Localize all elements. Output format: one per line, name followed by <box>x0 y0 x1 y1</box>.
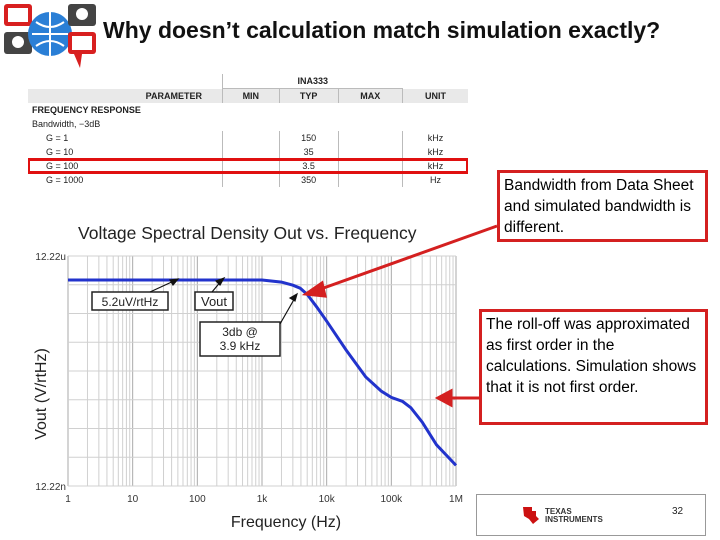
y-axis-label: Vout (V/rtHz) <box>33 348 50 440</box>
datasheet-table: INA333 PARAMETER MIN TYP MAX UNIT FREQUE… <box>28 74 468 214</box>
annotation-line: 3db @ <box>222 325 258 339</box>
subsection-label: Bandwidth, −3dB <box>32 119 101 129</box>
slide-title: Why doesn’t calculation match simulation… <box>103 17 661 43</box>
row-unit: kHz <box>401 145 468 159</box>
row-param: G = 100 <box>46 161 79 171</box>
chart-ticks: 1 10 100 1k 10k 100k 1M 12.22u 12.22n <box>35 252 463 505</box>
ti-logo-icon <box>523 507 539 524</box>
company-name: TEXAS INSTRUMENTS <box>545 508 603 524</box>
annotation-line: 3.9 kHz <box>220 339 261 353</box>
x-tick-label: 1 <box>65 494 71 505</box>
training-logo-icon <box>4 4 96 68</box>
annotation-box <box>194 291 234 311</box>
annotation-3db: 3db @3.9 kHz <box>220 325 261 353</box>
row-unit: kHz <box>401 131 468 145</box>
row-param: G = 10 <box>46 147 74 157</box>
bandwidth-callout: Bandwidth from Data Sheet and simulated … <box>497 170 708 242</box>
row-unit: Hz <box>401 173 468 187</box>
row-param: G = 1 <box>46 133 69 143</box>
annotation-box <box>91 291 169 311</box>
x-tick-label: 10k <box>319 494 336 505</box>
annotation-magnitude: 5.2uV/rtHz <box>102 295 159 309</box>
row-unit: kHz <box>401 159 468 173</box>
table-row: G = 1 150 kHz <box>28 131 468 145</box>
col-max: MAX <box>337 88 403 103</box>
company-line1: TEXAS <box>545 507 572 516</box>
col-unit: UNIT <box>401 88 468 103</box>
row-param: G = 1000 <box>46 175 84 185</box>
annotation-vout: Vout <box>201 294 227 309</box>
annotation-box <box>199 321 281 357</box>
rolloff-callout: The roll-off was approximated as first o… <box>479 309 708 425</box>
company-line2: INSTRUMENTS <box>545 515 603 524</box>
annotation-arrows <box>149 276 298 325</box>
table-row: G = 1000 350 Hz <box>28 173 468 187</box>
y-tick-label: 12.22n <box>35 482 66 493</box>
row-typ: 350 <box>278 173 339 187</box>
y-tick-label: 12.22u <box>35 252 66 263</box>
col-parameter: PARAMETER <box>28 88 223 103</box>
table-row: G = 10 35 kHz <box>28 145 468 159</box>
table-row-highlighted: G = 100 3.5 kHz <box>28 158 468 174</box>
x-tick-label: 100k <box>380 494 403 505</box>
row-typ: 150 <box>278 131 339 145</box>
vout-curve <box>68 278 458 467</box>
section-label: FREQUENCY RESPONSE <box>32 105 141 115</box>
x-tick-label: 100 <box>189 494 206 505</box>
row-typ: 35 <box>278 145 339 159</box>
x-tick-label: 10 <box>127 494 139 505</box>
col-min: MIN <box>222 88 280 103</box>
x-axis-label: Frequency (Hz) <box>231 514 341 531</box>
x-tick-label: 1k <box>257 494 269 505</box>
col-typ: TYP <box>278 88 339 103</box>
chart-title: Voltage Spectral Density Out vs. Frequen… <box>78 223 417 243</box>
page-number: 32 <box>672 506 684 517</box>
footer-box <box>476 494 706 536</box>
row-typ: 3.5 <box>278 159 339 173</box>
x-tick-label: 1M <box>449 494 463 505</box>
datasheet-part: INA333 <box>222 74 403 89</box>
